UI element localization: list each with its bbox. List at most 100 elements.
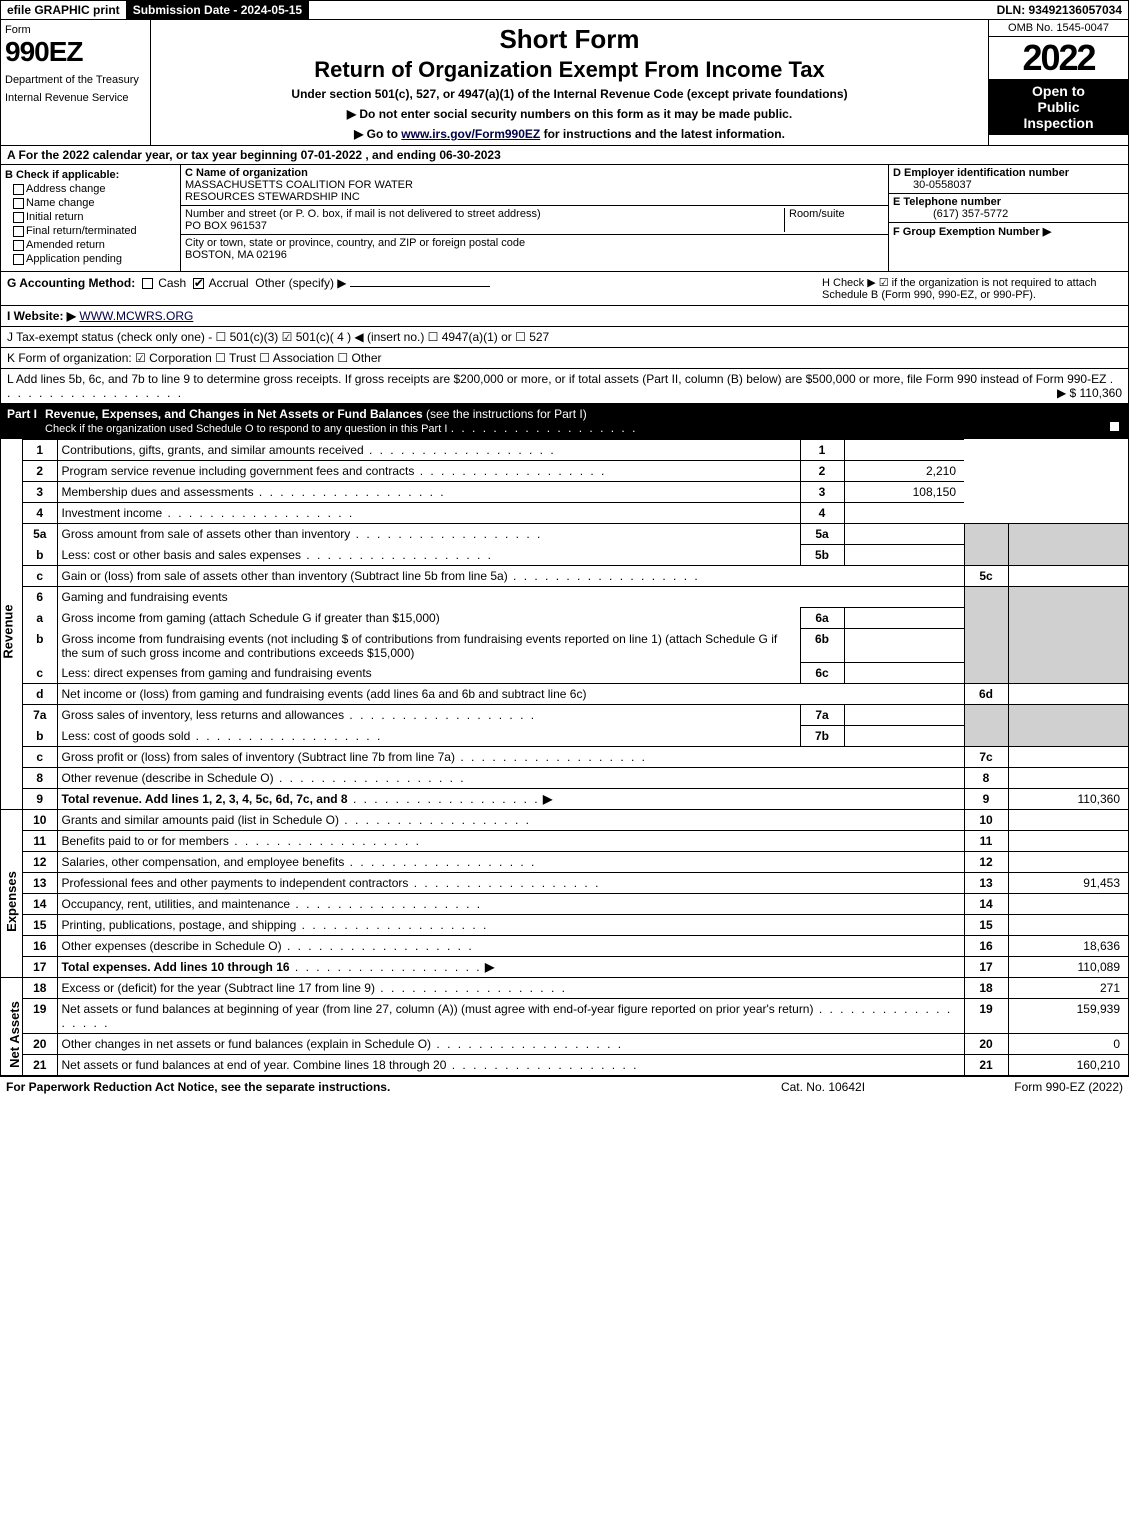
dots-icon — [375, 981, 567, 995]
line-3: 3Membership dues and assessments3108,150 — [23, 482, 1128, 503]
line-12: 12Salaries, other compensation, and empl… — [23, 852, 1128, 873]
line-9: 9Total revenue. Add lines 1, 2, 3, 4, 5c… — [23, 789, 1128, 810]
part1-title: Revenue, Expenses, and Changes in Net As… — [45, 407, 1109, 435]
line-20: 20Other changes in net assets or fund ba… — [23, 1034, 1128, 1055]
header-right: OMB No. 1545-0047 2022 Open to Public In… — [988, 20, 1128, 145]
line-7b: bLess: cost of goods sold7b — [23, 726, 1128, 747]
line-8: 8Other revenue (describe in Schedule O)8 — [23, 768, 1128, 789]
arrow-icon: ▶ — [543, 792, 552, 806]
netassets-side-label: Net Assets — [1, 978, 23, 1075]
opt-final-return[interactable]: Final return/terminated — [13, 225, 176, 237]
dept-irs: Internal Revenue Service — [5, 92, 146, 104]
form-header: Form 990EZ Department of the Treasury In… — [0, 20, 1129, 146]
block-bcd: B Check if applicable: Address change Na… — [0, 165, 1129, 272]
form-ref: Form 990-EZ (2022) — [923, 1080, 1123, 1094]
chk-cash[interactable] — [142, 278, 153, 289]
dots-icon — [290, 897, 482, 911]
dots-icon — [348, 792, 540, 806]
f-label: F Group Exemption Number ▶ — [893, 226, 1051, 238]
top-bar: efile GRAPHIC print Submission Date - 20… — [0, 0, 1129, 20]
accounting-method: G Accounting Method: Cash Accrual Other … — [7, 276, 822, 301]
line-6a: aGross income from gaming (attach Schedu… — [23, 608, 1128, 629]
revenue-section: Revenue 1Contributions, gifts, grants, a… — [0, 439, 1129, 810]
phone-value: (617) 357-5772 — [893, 208, 1008, 220]
row-k: K Form of organization: ☑ Corporation ☐ … — [0, 348, 1129, 369]
dots-icon — [508, 569, 700, 583]
irs-link[interactable]: www.irs.gov/Form990EZ — [401, 127, 540, 141]
title-short-form: Short Form — [157, 24, 982, 55]
dots-icon — [446, 1058, 638, 1072]
row-j: J Tax-exempt status (check only one) - ☐… — [0, 327, 1129, 348]
dots-icon — [162, 506, 354, 520]
dots-icon — [364, 443, 556, 457]
line-7a: 7aGross sales of inventory, less returns… — [23, 705, 1128, 726]
tax-year: 2022 — [989, 37, 1128, 79]
dots-icon — [431, 1037, 623, 1051]
inspect-line2: Public — [991, 99, 1126, 115]
dots-icon — [344, 708, 536, 722]
header-center: Short Form Return of Organization Exempt… — [151, 20, 988, 145]
line-6: 6Gaming and fundraising events — [23, 587, 1128, 608]
ein-row: D Employer identification number 30-0558… — [889, 165, 1128, 194]
goto-post: for instructions and the latest informat… — [540, 127, 785, 141]
line-15: 15Printing, publications, postage, and s… — [23, 915, 1128, 936]
website-link[interactable]: WWW.MCWRS.ORG — [79, 309, 193, 323]
opt-address-change[interactable]: Address change — [13, 183, 176, 195]
omb-number: OMB No. 1545-0047 — [989, 20, 1128, 37]
block-c: C Name of organization MASSACHUSETTS COA… — [181, 165, 888, 271]
row-i: I Website: ▶ WWW.MCWRS.ORG — [0, 306, 1129, 327]
line-6c: cLess: direct expenses from gaming and f… — [23, 663, 1128, 684]
dln-label: DLN: 93492136057034 — [991, 1, 1128, 19]
dots-icon — [282, 939, 474, 953]
org-name-row: C Name of organization MASSACHUSETTS COA… — [181, 165, 888, 206]
page-footer: For Paperwork Reduction Act Notice, see … — [0, 1076, 1129, 1097]
line-19: 19Net assets or fund balances at beginni… — [23, 999, 1128, 1034]
phone-row: E Telephone number (617) 357-5772 — [889, 194, 1128, 223]
netassets-section: Net Assets 18Excess or (deficit) for the… — [0, 978, 1129, 1076]
dots-icon — [451, 421, 638, 435]
part1-checkbox[interactable] — [1109, 421, 1120, 432]
dots-icon — [339, 813, 531, 827]
opt-initial-return[interactable]: Initial return — [13, 211, 176, 223]
dots-icon — [274, 771, 466, 785]
line-14: 14Occupancy, rent, utilities, and mainte… — [23, 894, 1128, 915]
part1-header: Part I Revenue, Expenses, and Changes in… — [0, 404, 1129, 439]
c-label: C Name of organization — [185, 167, 308, 179]
dots-icon — [290, 960, 482, 974]
dots-icon — [414, 464, 606, 478]
dots-icon — [455, 750, 647, 764]
city-row: City or town, state or province, country… — [181, 235, 888, 263]
header-left: Form 990EZ Department of the Treasury In… — [1, 20, 151, 145]
row-gh: G Accounting Method: Cash Accrual Other … — [0, 272, 1129, 306]
line-5b: bLess: cost or other basis and sales exp… — [23, 545, 1128, 566]
block-b-title: B Check if applicable: — [5, 169, 119, 181]
line-6b: bGross income from fundraising events (n… — [23, 629, 1128, 663]
dots-icon — [301, 548, 493, 562]
addr-value: PO BOX 961537 — [185, 220, 267, 232]
line-6d: dNet income or (loss) from gaming and fu… — [23, 684, 1128, 705]
city-value: BOSTON, MA 02196 — [185, 249, 287, 261]
goto-pre: ▶ Go to — [354, 127, 401, 141]
cat-no: Cat. No. 10642I — [723, 1080, 923, 1094]
expenses-section: Expenses 10Grants and similar amounts pa… — [0, 810, 1129, 978]
g-label: G Accounting Method: — [7, 276, 135, 290]
chk-accrual[interactable] — [193, 278, 204, 289]
line-16: 16Other expenses (describe in Schedule O… — [23, 936, 1128, 957]
other-specify: Other (specify) ▶ — [255, 276, 346, 290]
dots-icon — [408, 876, 600, 890]
opt-application-pending[interactable]: Application pending — [13, 253, 176, 265]
dept-treasury: Department of the Treasury — [5, 74, 146, 86]
opt-name-change[interactable]: Name change — [13, 197, 176, 209]
opt-amended-return[interactable]: Amended return — [13, 239, 176, 251]
arrow-icon: ▶ — [485, 960, 494, 974]
group-exemption-row: F Group Exemption Number ▶ — [889, 223, 1128, 240]
other-specify-input[interactable] — [350, 286, 490, 287]
line-13: 13Professional fees and other payments t… — [23, 873, 1128, 894]
line-1: 1Contributions, gifts, grants, and simil… — [23, 440, 1128, 461]
dots-icon — [350, 527, 542, 541]
org-name-2: RESOURCES STEWARDSHIP INC — [185, 191, 360, 203]
paperwork-notice: For Paperwork Reduction Act Notice, see … — [6, 1080, 723, 1094]
org-name-1: MASSACHUSETTS COALITION FOR WATER — [185, 179, 413, 191]
expenses-side-label: Expenses — [1, 810, 23, 977]
efile-label[interactable]: efile GRAPHIC print — [1, 1, 127, 19]
